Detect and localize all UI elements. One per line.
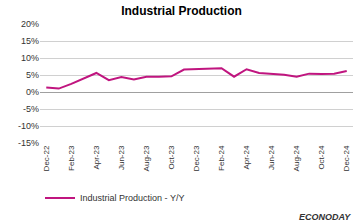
svg-text:Aug-24: Aug-24 — [292, 145, 301, 171]
svg-text:Oct-23: Oct-23 — [167, 145, 176, 170]
svg-text:20%: 20% — [21, 19, 39, 29]
svg-text:10%: 10% — [21, 53, 39, 63]
svg-text:Dec-24: Dec-24 — [342, 145, 351, 171]
svg-text:-5%: -5% — [23, 104, 39, 114]
svg-text:ECONODAY: ECONODAY — [299, 212, 351, 222]
svg-text:Apr-23: Apr-23 — [92, 145, 101, 170]
svg-text:Jun-23: Jun-23 — [117, 145, 126, 170]
svg-text:Apr-24: Apr-24 — [242, 145, 251, 170]
svg-text:Feb-24: Feb-24 — [217, 145, 226, 171]
svg-text:5%: 5% — [26, 70, 39, 80]
svg-text:Jun-24: Jun-24 — [267, 145, 276, 170]
svg-text:-15%: -15% — [18, 138, 39, 148]
svg-text:15%: 15% — [21, 36, 39, 46]
svg-text:Dec-22: Dec-22 — [42, 145, 51, 171]
svg-text:Aug-23: Aug-23 — [142, 145, 151, 171]
svg-text:Industrial Production: Industrial Production — [121, 4, 242, 18]
svg-text:Oct-24: Oct-24 — [317, 145, 326, 170]
svg-text:Feb-23: Feb-23 — [67, 145, 76, 171]
svg-text:Dec-23: Dec-23 — [192, 145, 201, 171]
svg-text:-10%: -10% — [18, 121, 39, 131]
svg-text:Industrial Production - Y/Y: Industrial Production - Y/Y — [80, 193, 184, 203]
svg-text:0%: 0% — [26, 87, 39, 97]
